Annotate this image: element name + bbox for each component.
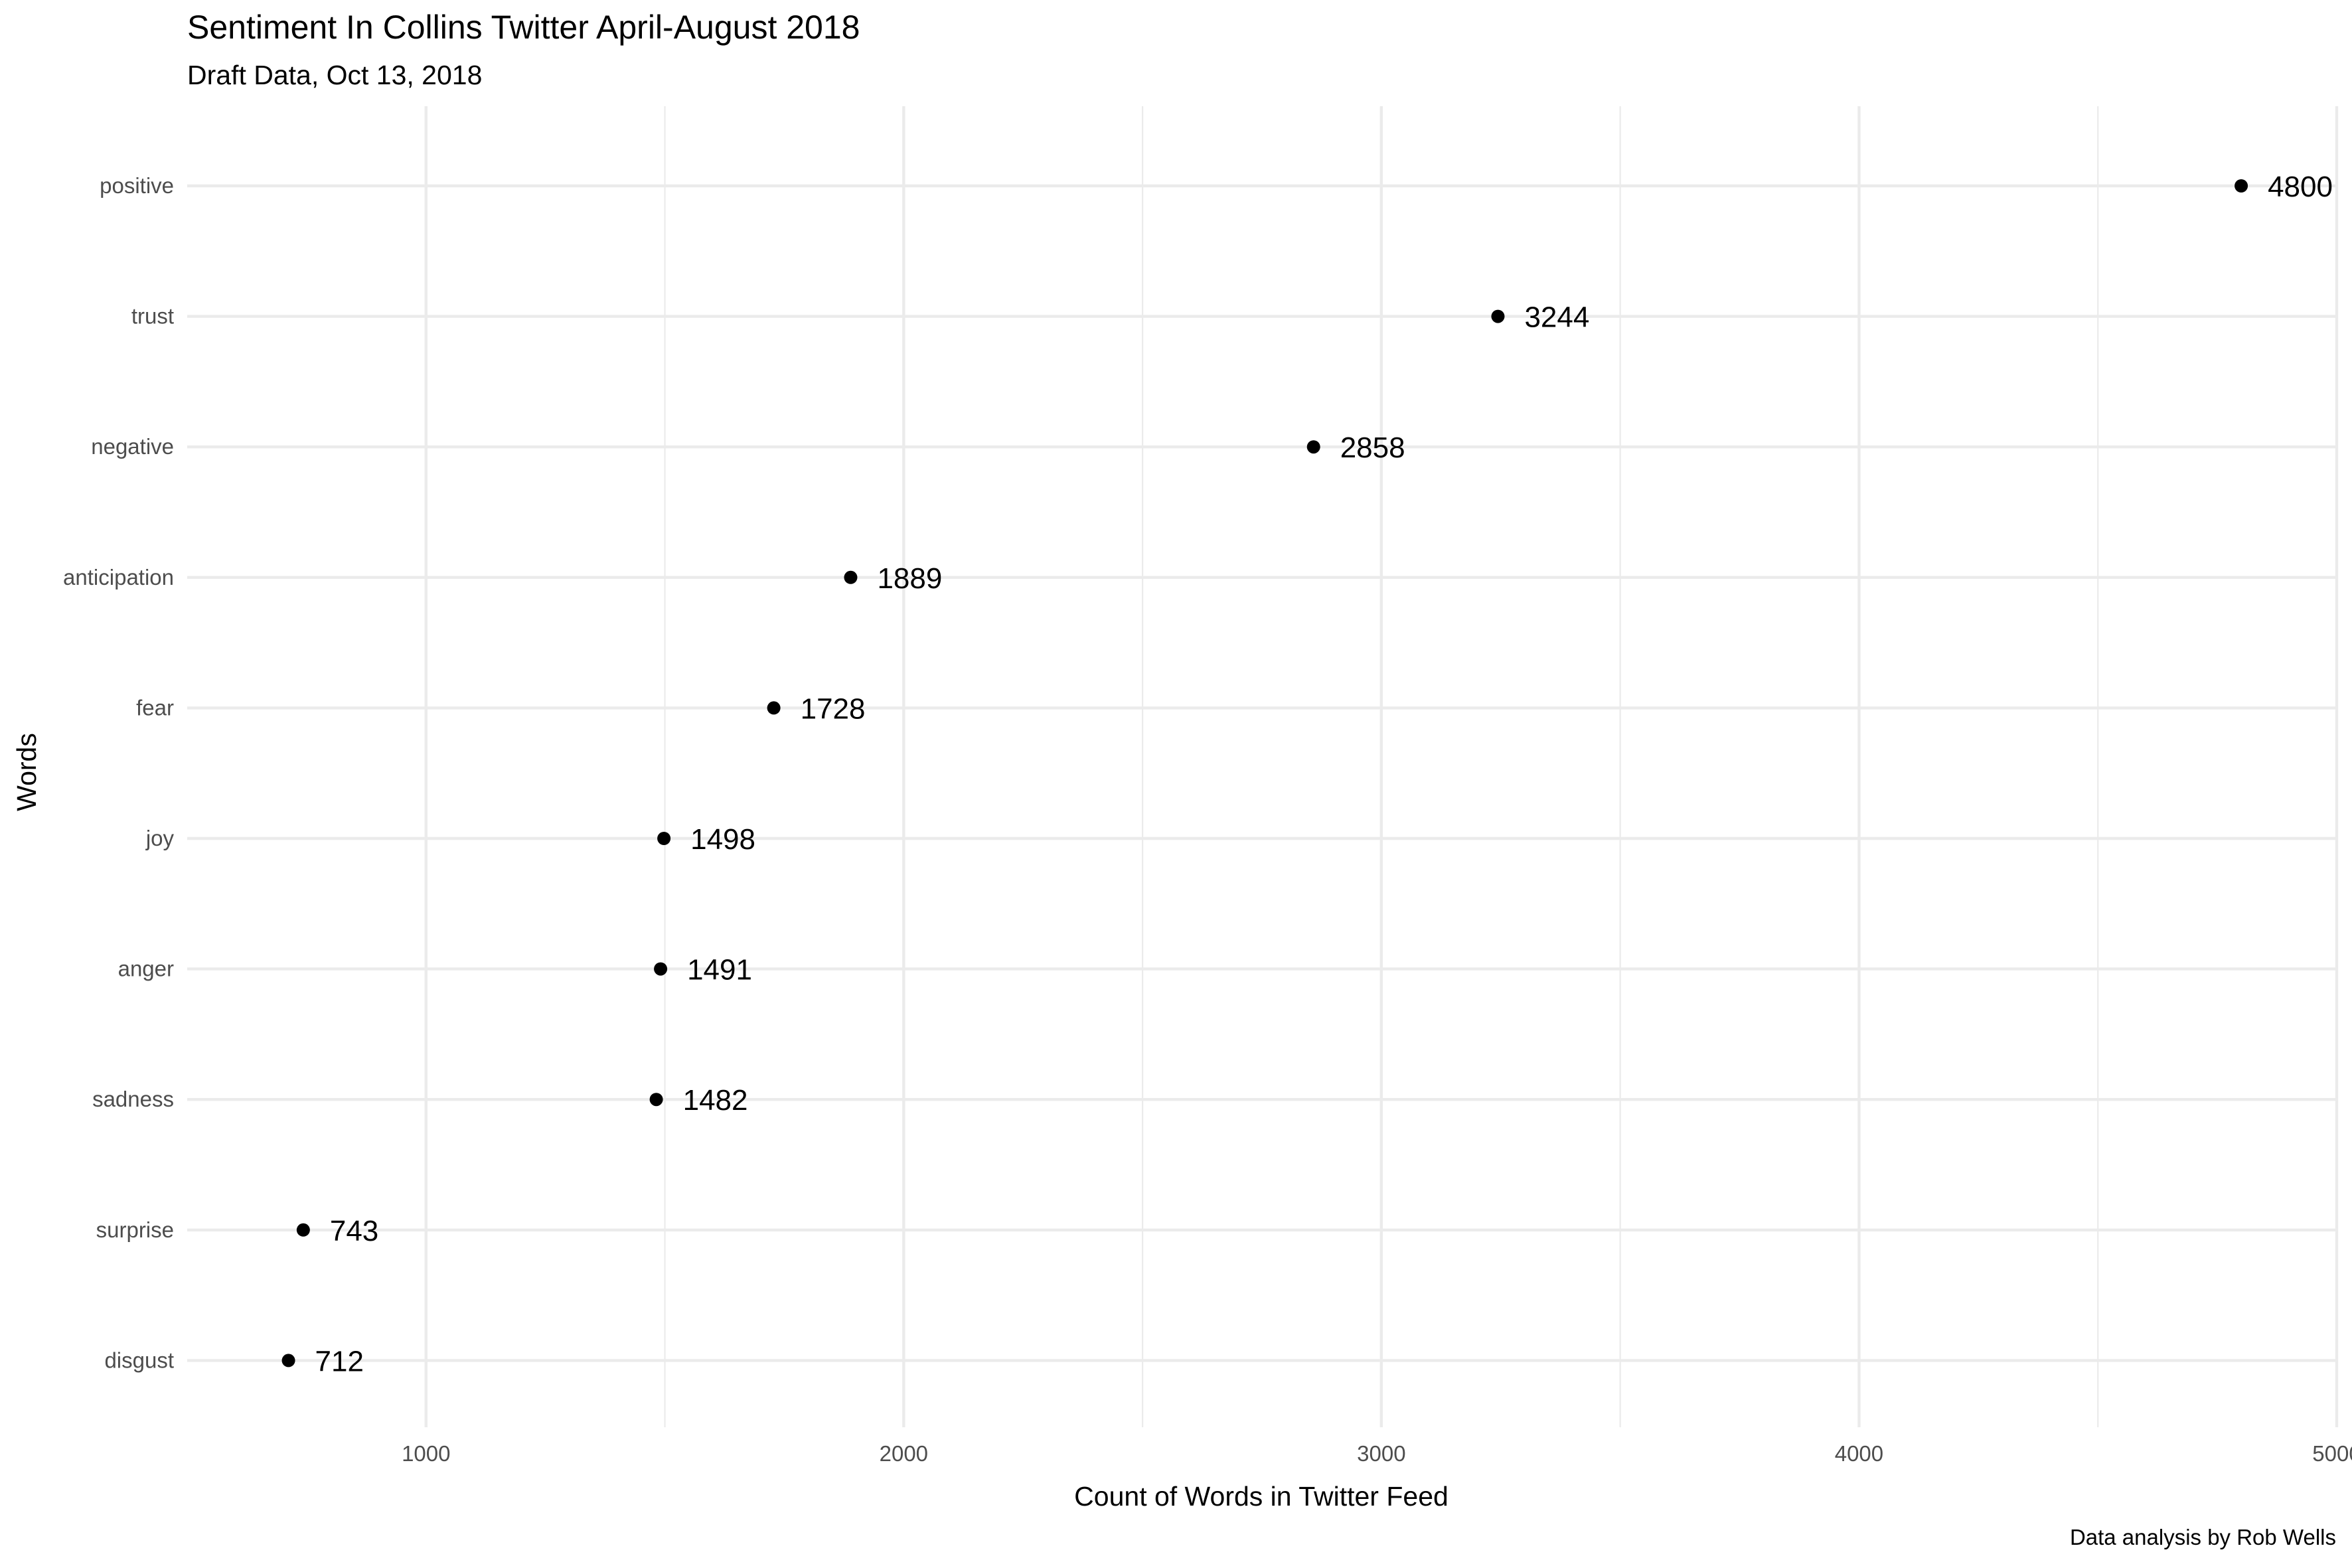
data-point — [1306, 440, 1320, 454]
y-tick-label: trust — [131, 304, 174, 329]
data-label: 1728 — [801, 692, 866, 725]
chart-subtitle: Draft Data, Oct 13, 2018 — [187, 60, 482, 90]
x-tick-label: 2000 — [880, 1441, 928, 1466]
data-point — [657, 832, 671, 845]
data-point — [844, 570, 858, 584]
y-tick-labels: positive trust negative anticipation fear joy… — [63, 173, 174, 1372]
data-label: 1482 — [683, 1084, 748, 1117]
x-tick-label: 4000 — [1835, 1441, 1883, 1466]
data-label: 2858 — [1340, 431, 1405, 464]
data-label: 743 — [330, 1215, 378, 1247]
x-tick-label: 1000 — [402, 1441, 450, 1466]
x-axis-title: Count of Words in Twitter Feed — [1074, 1481, 1449, 1512]
y-tick-label: surprise — [96, 1217, 174, 1242]
y-tick-label: sadness — [92, 1087, 174, 1111]
data-point — [649, 1093, 663, 1107]
chart-caption: Data analysis by Rob Wells — [2070, 1525, 2336, 1549]
data-points: 4800 3244 2858 1889 1728 1498 1491 1482 743 712 — [281, 171, 2333, 1377]
x-tick-label: 5000 — [2312, 1441, 2352, 1466]
data-label: 1498 — [690, 823, 755, 856]
data-label: 1491 — [687, 954, 752, 986]
y-tick-label: fear — [136, 695, 174, 720]
grid — [187, 106, 2339, 1427]
data-point — [1491, 309, 1505, 323]
data-label: 3244 — [1524, 301, 1589, 334]
y-tick-label: negative — [91, 434, 174, 459]
x-tick-label: 3000 — [1357, 1441, 1405, 1466]
data-point — [296, 1223, 310, 1237]
data-point — [767, 701, 781, 715]
data-point — [2234, 179, 2248, 193]
y-tick-label: positive — [100, 173, 174, 198]
y-tick-label: joy — [145, 826, 175, 850]
y-axis-title: Words — [11, 733, 42, 811]
y-tick-label: anger — [118, 957, 174, 981]
data-label: 4800 — [2268, 171, 2333, 203]
y-tick-label: anticipation — [63, 565, 174, 589]
data-point — [654, 962, 668, 976]
chart-title: Sentiment In Collins Twitter April-Augus… — [187, 9, 860, 46]
data-label: 712 — [315, 1345, 364, 1377]
y-tick-label: disgust — [104, 1348, 174, 1372]
data-label: 1889 — [877, 562, 942, 595]
x-tick-labels: 1000 2000 3000 4000 5000 — [402, 1441, 2352, 1466]
data-point — [281, 1354, 295, 1368]
